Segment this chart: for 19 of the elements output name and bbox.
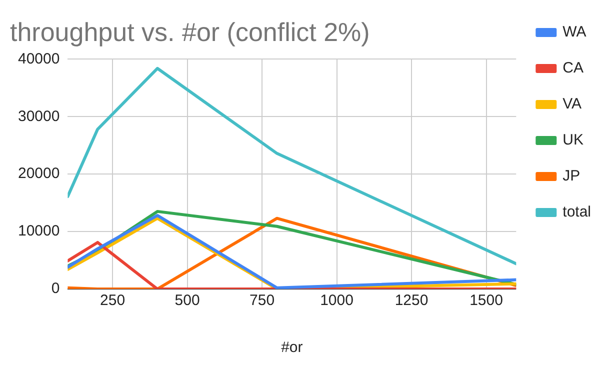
legend-label: VA [562,96,582,113]
x-tick-label: 1000 [320,292,354,310]
x-axis-title: #or [281,339,303,356]
x-tick-label: 1500 [470,292,503,310]
y-tick-label: 0 [51,280,60,298]
x-tick-label: 750 [250,292,275,310]
x-tick-label: 500 [174,292,200,310]
legend-label: total [562,204,592,221]
legend-label: UK [562,132,584,149]
x-tick-label: 1250 [394,292,428,310]
chart-title: throughput vs. #or (conflict 2%) [10,16,370,47]
legend-label: CA [562,60,584,77]
legend-label: JP [562,168,580,185]
legend-label: WA [562,24,586,41]
y-tick-label: 30000 [18,108,60,125]
y-tick-label: 20000 [18,165,60,182]
x-tick-label: 250 [100,292,126,310]
y-tick-label: 40000 [18,50,60,68]
y-tick-label: 10000 [18,222,60,240]
